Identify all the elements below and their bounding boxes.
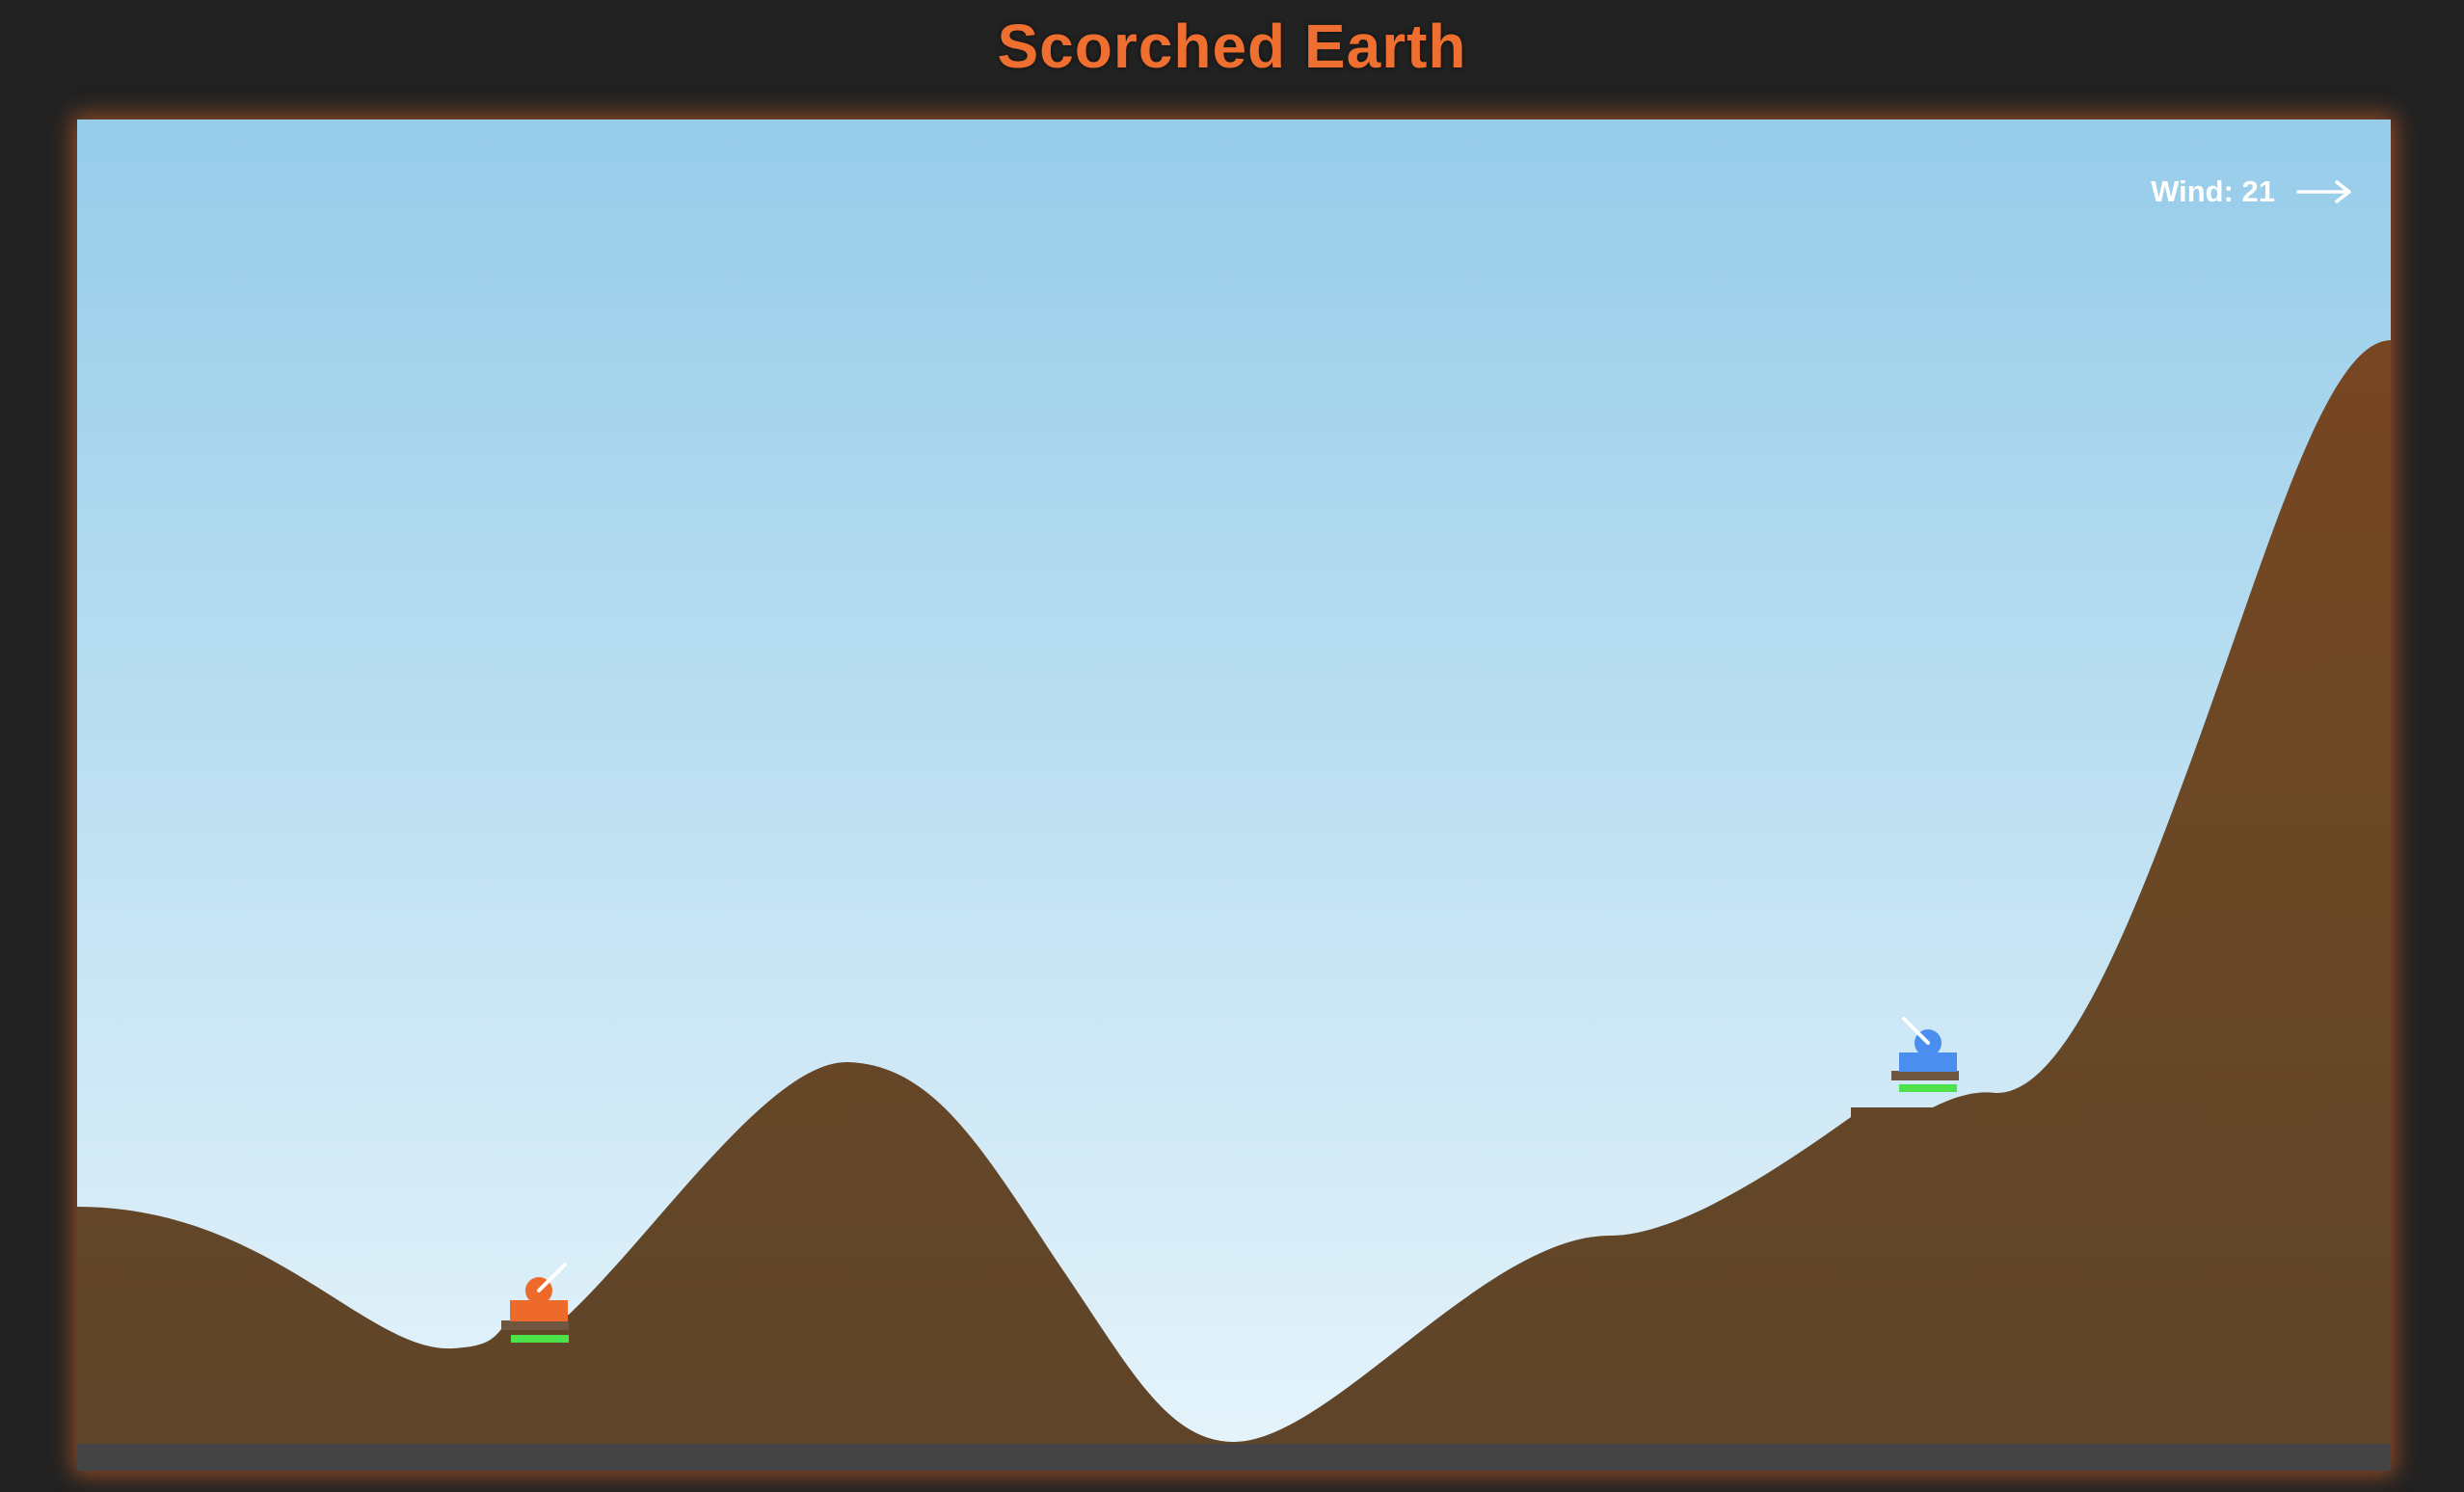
player-health-bar <box>511 1335 569 1343</box>
player-tank <box>501 1263 569 1343</box>
player-tank-barrel <box>537 1263 567 1292</box>
ground-bottom-strip <box>77 1444 2391 1471</box>
enemy-tank-barrel <box>1902 1017 1930 1045</box>
page-title: Scorched Earth <box>997 12 1467 81</box>
enemy-health-bar <box>1899 1084 1957 1092</box>
enemy-tank-body <box>1899 1052 1957 1072</box>
wind-indicator: Wind: 21 <box>2151 168 2352 216</box>
arrow-right-icon <box>2296 180 2351 203</box>
player-tank-body <box>510 1300 568 1321</box>
player-tank-base <box>501 1320 569 1330</box>
terrain <box>77 340 2391 1471</box>
enemy-tank-base <box>1891 1071 1959 1080</box>
enemy-tank <box>1891 1017 1959 1092</box>
game-frame[interactable]: Wind: 21 <box>77 120 2391 1471</box>
game-canvas[interactable] <box>77 120 2391 1471</box>
wind-label: Wind: 21 <box>2151 174 2275 208</box>
